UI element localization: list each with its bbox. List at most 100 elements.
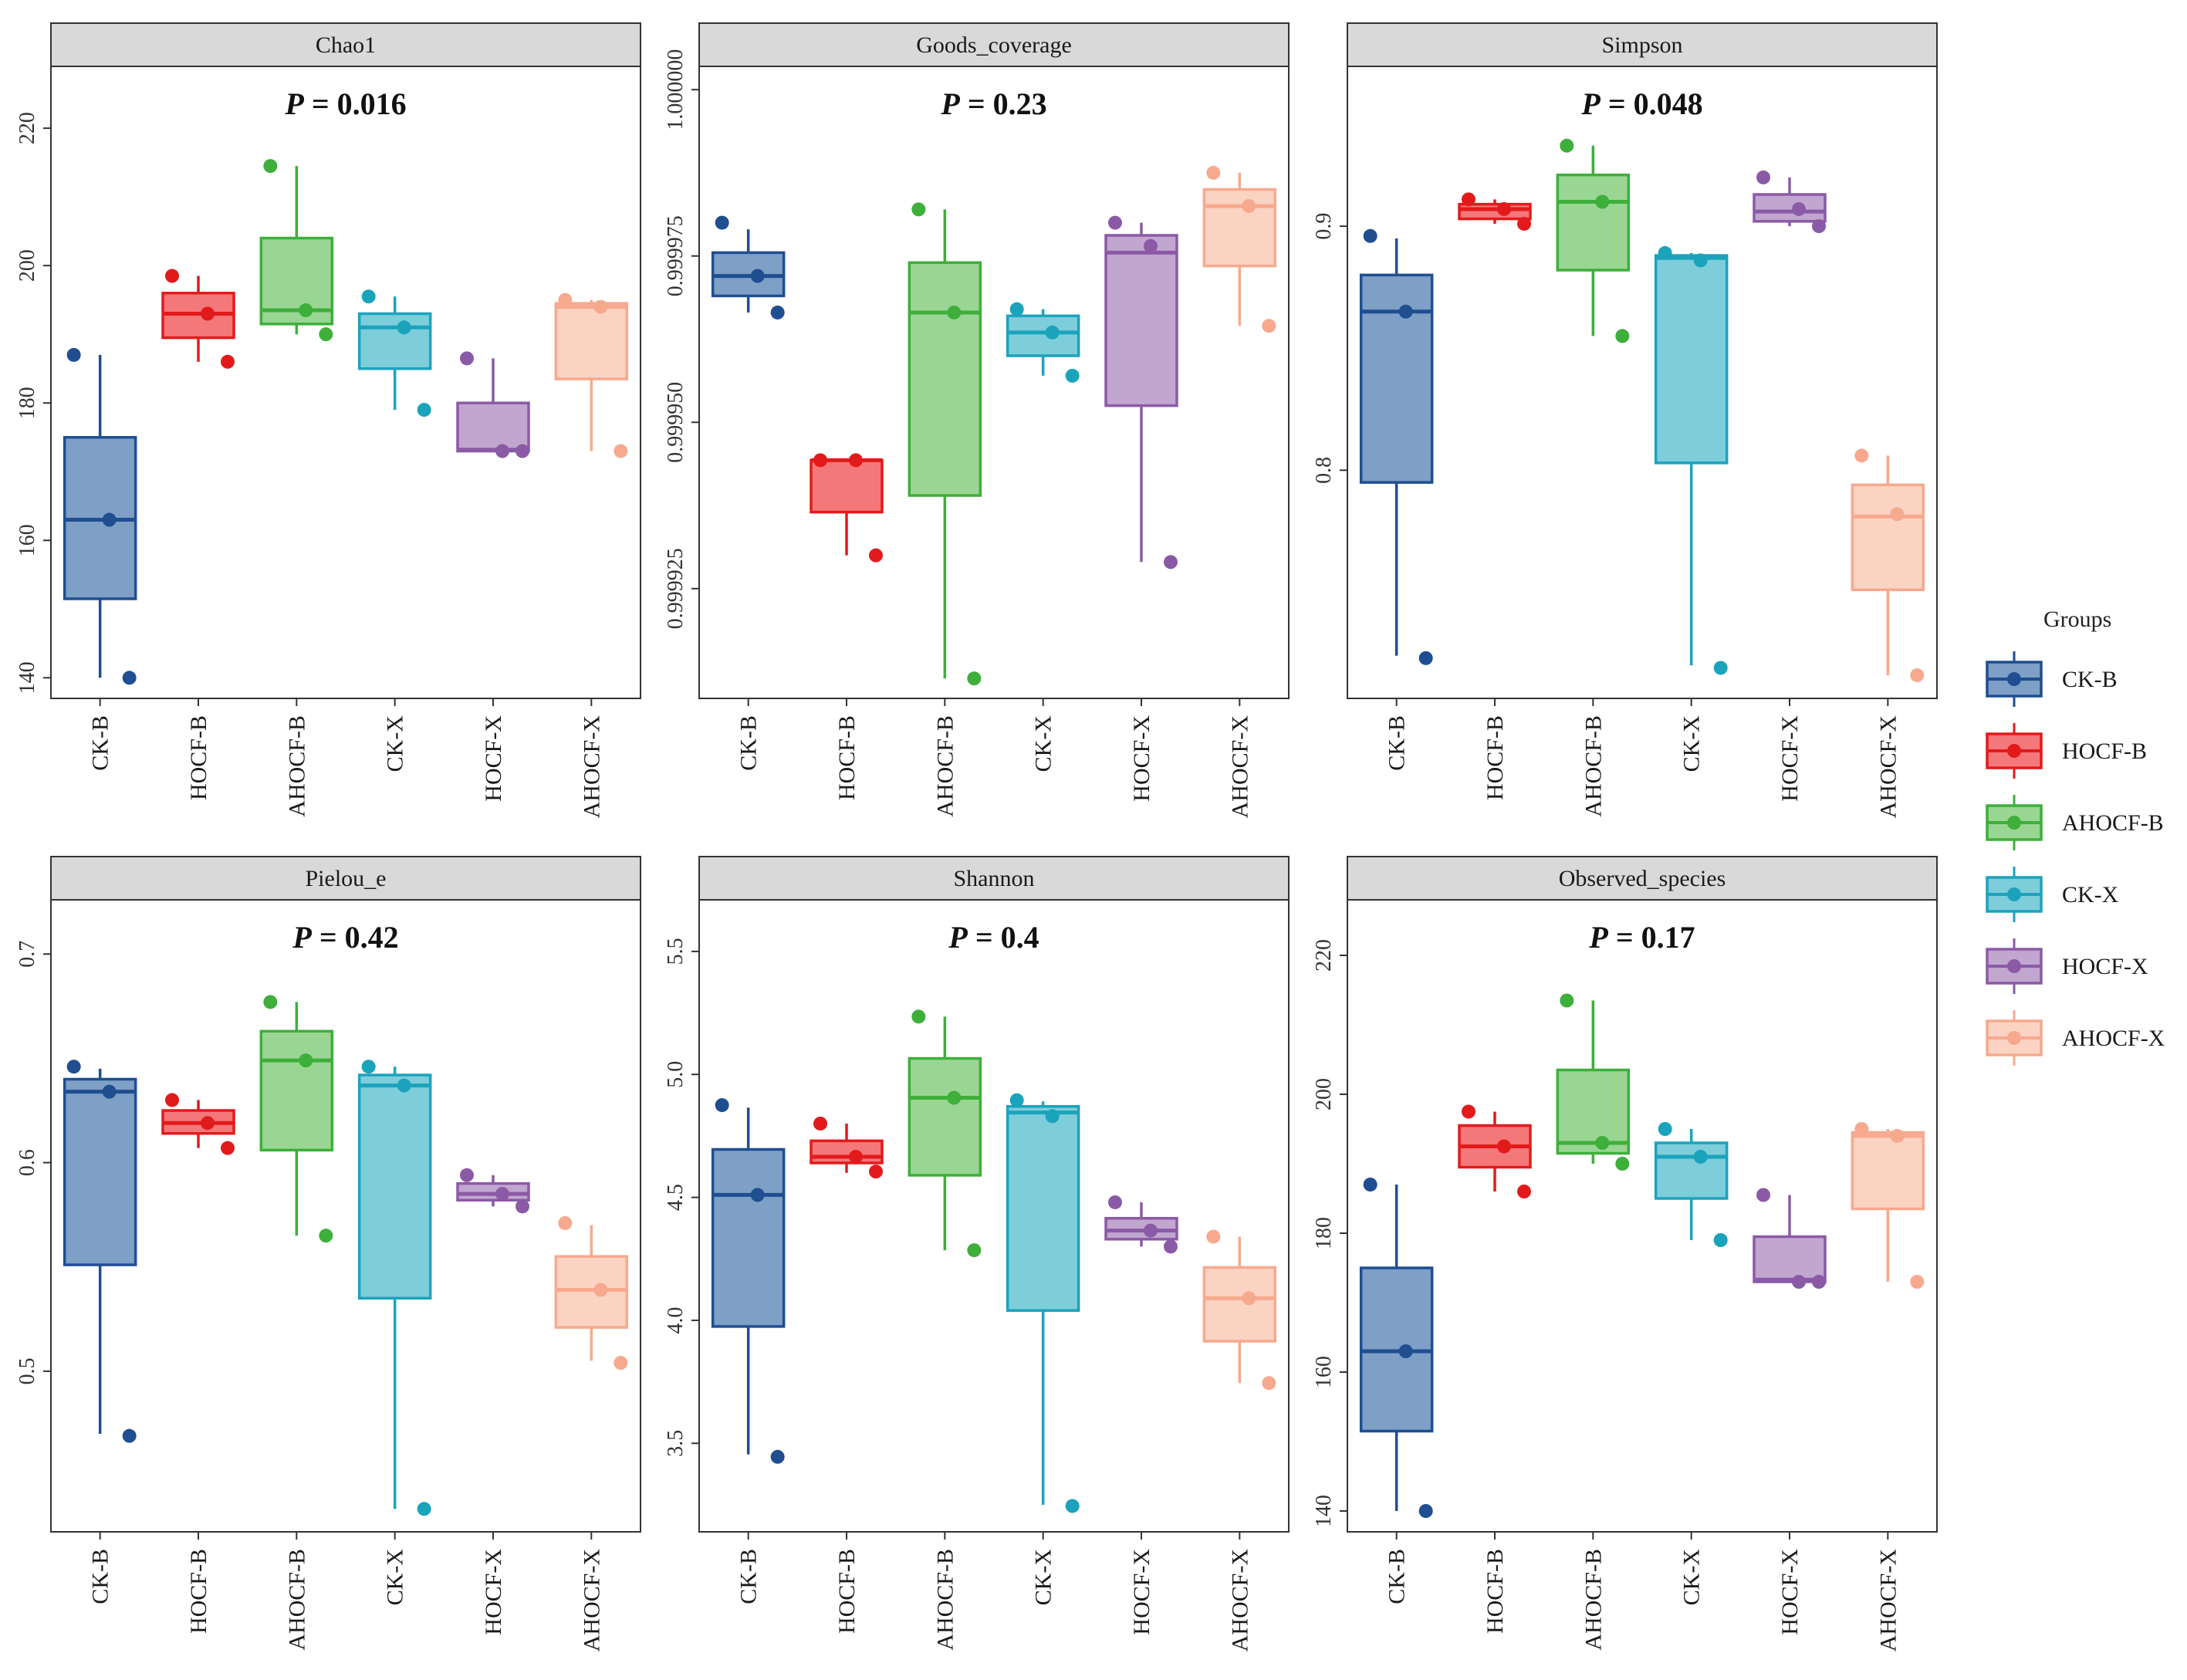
- data-point: [614, 444, 628, 458]
- data-point: [849, 1150, 863, 1165]
- box-body: [456, 401, 530, 453]
- data-point: [1462, 192, 1475, 207]
- data-point: [1693, 253, 1708, 268]
- data-point: [319, 1229, 333, 1243]
- x-tick-label: HOCF-X: [1777, 1549, 1803, 1635]
- data-point: [515, 444, 529, 458]
- legend-item-ck-x: CK-X: [1986, 867, 2119, 922]
- box-ck-x: [357, 1060, 432, 1516]
- data-point: [1242, 199, 1256, 214]
- data-point: [593, 1283, 608, 1297]
- box-hocf-x: [456, 351, 530, 458]
- data-point: [750, 269, 765, 283]
- box-body: [259, 1029, 334, 1152]
- data-point: [1910, 1275, 1925, 1289]
- box-ck-b: [711, 215, 786, 319]
- data-point: [1854, 1122, 1869, 1136]
- data-point: [102, 1084, 117, 1099]
- p-value-label: P = 0.42: [292, 920, 398, 955]
- box-body: [1556, 173, 1631, 272]
- box-ck-b: [1359, 1178, 1434, 1518]
- box-ck-x: [1006, 302, 1080, 383]
- data-point: [1517, 1185, 1531, 1198]
- box-body: [810, 1139, 884, 1165]
- facet-title: Pielou_e: [306, 866, 387, 891]
- box-ahocf-x: [554, 292, 629, 458]
- data-point: [515, 1199, 529, 1214]
- box-ahocf-b: [259, 995, 334, 1243]
- data-point: [849, 453, 863, 468]
- p-value-label: P = 0.17: [1588, 920, 1695, 955]
- box-body: [1654, 1141, 1729, 1200]
- data-point: [1045, 1109, 1060, 1124]
- data-point: [1009, 1093, 1024, 1107]
- y-tick-label: 220: [1312, 939, 1336, 972]
- y-tick-label: 0.6: [15, 1149, 39, 1176]
- legend-key-point: [2007, 1031, 2021, 1045]
- box-body: [357, 1073, 432, 1300]
- data-point: [1854, 448, 1869, 463]
- box-ck-b: [63, 1060, 137, 1443]
- box-body: [908, 1056, 982, 1177]
- box-hocf-b: [161, 1093, 235, 1155]
- data-point: [1164, 1239, 1178, 1254]
- legend-item-ahocf-x: AHOCF-X: [1986, 1010, 2165, 1066]
- data-point: [911, 1009, 926, 1024]
- data-point: [417, 1502, 431, 1516]
- data-point: [460, 351, 474, 366]
- data-point: [1418, 651, 1433, 665]
- data-point: [397, 320, 411, 335]
- legend-key-point: [2007, 744, 2021, 758]
- legend-label: CK-X: [2062, 882, 2119, 908]
- box-ahocf-b: [1556, 993, 1631, 1171]
- facet-strip: [1347, 856, 1938, 901]
- y-tick-label: 180: [1312, 1217, 1336, 1249]
- data-point: [1065, 368, 1080, 383]
- box-ahocf-x: [554, 1215, 629, 1371]
- x-tick-label: HOCF-X: [481, 715, 506, 802]
- x-tick-label: AHOCF-X: [579, 1549, 604, 1652]
- data-point: [165, 269, 179, 283]
- box-body: [908, 261, 982, 497]
- box-body: [1851, 483, 1925, 592]
- data-point: [1792, 1275, 1806, 1289]
- panel-border: [698, 66, 1290, 699]
- facet-title: Observed_species: [1559, 866, 1726, 891]
- p-symbol: P: [284, 86, 304, 121]
- data-point: [1615, 1157, 1630, 1171]
- data-point: [869, 548, 883, 563]
- y-tick-label: 0.8: [1312, 457, 1336, 484]
- x-tick-label: CK-B: [736, 1549, 762, 1604]
- p-value-label: P = 0.23: [940, 86, 1046, 121]
- y-tick-label: 0.999975: [664, 215, 688, 296]
- box-ahocf-x: [1202, 1229, 1277, 1391]
- box-ck-b: [711, 1098, 786, 1464]
- data-point: [495, 444, 509, 458]
- x-tick-label: CK-X: [1679, 715, 1705, 772]
- p-value: = 0.17: [1608, 920, 1695, 955]
- data-point: [221, 1141, 235, 1155]
- legend-label: CK-B: [2062, 667, 2118, 692]
- data-point: [1890, 507, 1905, 522]
- data-point: [1595, 1136, 1610, 1150]
- legend-key-point: [2007, 887, 2021, 901]
- p-symbol: P: [292, 920, 312, 955]
- data-point: [1108, 1195, 1122, 1209]
- data-point: [1812, 1275, 1826, 1289]
- y-tick-label: 0.9: [1312, 213, 1336, 240]
- box-ck-b: [1359, 228, 1434, 665]
- data-point: [361, 289, 376, 304]
- p-symbol: P: [1588, 920, 1608, 955]
- x-tick-label: AHOCF-X: [1227, 715, 1252, 819]
- x-tick-label: HOCF-X: [481, 1549, 506, 1635]
- box-ck-x: [1654, 245, 1729, 675]
- data-point: [593, 299, 608, 314]
- data-point: [967, 671, 982, 686]
- data-point: [263, 995, 278, 1009]
- x-tick-label: AHOCF-X: [1227, 1549, 1252, 1652]
- facet-title: Simpson: [1601, 32, 1682, 58]
- p-value: = 0.42: [312, 920, 399, 955]
- data-point: [263, 159, 278, 174]
- box-hocf-x: [456, 1168, 530, 1214]
- facet-strip: [698, 22, 1290, 67]
